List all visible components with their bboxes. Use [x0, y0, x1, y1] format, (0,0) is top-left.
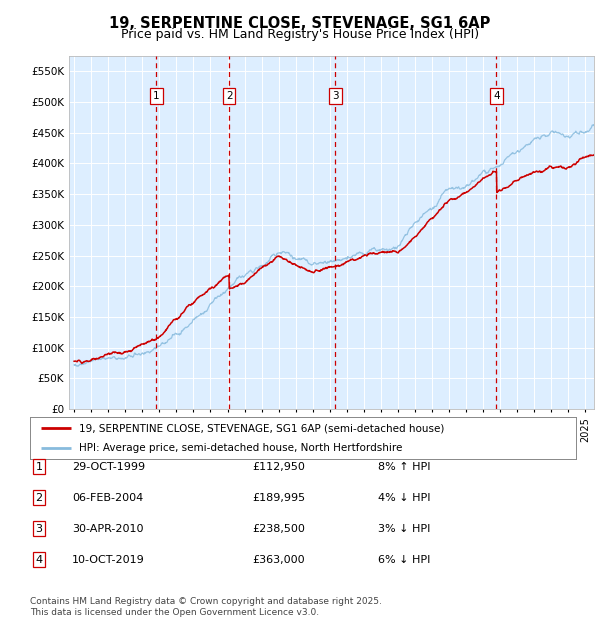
Text: 4: 4: [493, 91, 500, 100]
Text: 8% ↑ HPI: 8% ↑ HPI: [378, 462, 431, 472]
Text: 06-FEB-2004: 06-FEB-2004: [72, 493, 143, 503]
Text: 19, SERPENTINE CLOSE, STEVENAGE, SG1 6AP (semi-detached house): 19, SERPENTINE CLOSE, STEVENAGE, SG1 6AP…: [79, 423, 445, 433]
Text: 1: 1: [35, 462, 43, 472]
Text: 6% ↓ HPI: 6% ↓ HPI: [378, 555, 430, 565]
Text: £112,950: £112,950: [252, 462, 305, 472]
Text: 2: 2: [226, 91, 233, 100]
Text: £189,995: £189,995: [252, 493, 305, 503]
Text: HPI: Average price, semi-detached house, North Hertfordshire: HPI: Average price, semi-detached house,…: [79, 443, 403, 453]
Text: Price paid vs. HM Land Registry's House Price Index (HPI): Price paid vs. HM Land Registry's House …: [121, 28, 479, 41]
Text: £363,000: £363,000: [252, 555, 305, 565]
Text: Contains HM Land Registry data © Crown copyright and database right 2025.
This d: Contains HM Land Registry data © Crown c…: [30, 598, 382, 617]
Text: 10-OCT-2019: 10-OCT-2019: [72, 555, 145, 565]
Text: £238,500: £238,500: [252, 524, 305, 534]
Text: 1: 1: [153, 91, 160, 100]
Text: 29-OCT-1999: 29-OCT-1999: [72, 462, 145, 472]
Text: 4: 4: [35, 555, 43, 565]
Text: 30-APR-2010: 30-APR-2010: [72, 524, 143, 534]
Text: 19, SERPENTINE CLOSE, STEVENAGE, SG1 6AP: 19, SERPENTINE CLOSE, STEVENAGE, SG1 6AP: [109, 16, 491, 30]
Text: 3% ↓ HPI: 3% ↓ HPI: [378, 524, 430, 534]
Text: 3: 3: [35, 524, 43, 534]
Text: 2: 2: [35, 493, 43, 503]
Text: 4% ↓ HPI: 4% ↓ HPI: [378, 493, 431, 503]
Text: 3: 3: [332, 91, 339, 100]
